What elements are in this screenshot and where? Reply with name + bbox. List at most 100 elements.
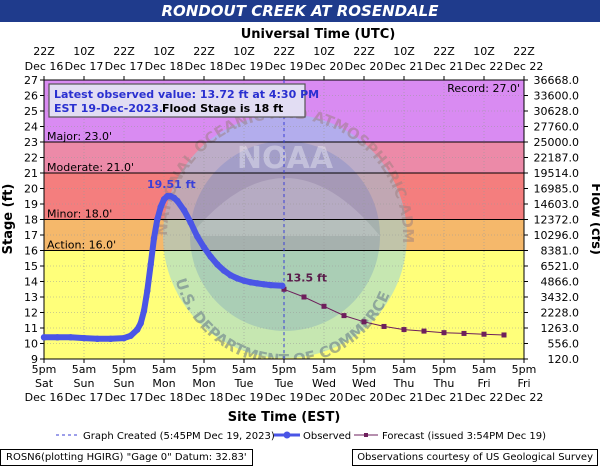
flow-tick-label: 4866.0 [541, 276, 580, 289]
site-time-tick-day: Mon [152, 377, 175, 390]
flow-tick-label: 14603.0 [534, 198, 580, 211]
utc-tick-label: 22Z [513, 45, 535, 58]
observed-point [214, 261, 221, 268]
forecast-point [301, 294, 307, 300]
observed-point [67, 334, 74, 341]
site-time-tick-label: 5pm [32, 363, 57, 376]
site-time-tick-day: Thu [433, 377, 455, 390]
forecast-point [321, 303, 327, 309]
category-label-major: Major: 23.0' [47, 130, 112, 143]
flow-tick-label: 22187.0 [534, 152, 580, 165]
flow-tick-label: 30628.0 [534, 105, 580, 118]
category-label-action: Action: 16.0' [47, 239, 116, 252]
site-time-tick-date: Dec 16 [25, 391, 64, 404]
forecast-point [281, 286, 287, 292]
observed-point [107, 335, 114, 343]
footer: ROSN6(plotting HGIRG) "Gage 0" Datum: 32… [0, 445, 600, 466]
site-time-tick-date: Dec 17 [105, 391, 144, 404]
site-time-tick-date: Dec 19 [265, 391, 304, 404]
flow-tick-label: 1263.0 [541, 322, 580, 335]
stage-tick-label: 10 [24, 338, 38, 351]
stage-tick-label: 17 [24, 229, 38, 242]
chart-title: RONDOUT CREEK AT ROSENDALE [0, 0, 600, 22]
utc-tick-label: 10Z [153, 45, 175, 58]
footer-credit: Observations courtesy of US Geological S… [352, 449, 598, 466]
latest-observed-box: Latest observed value: 13.72 ft at 4:30 … [48, 83, 319, 118]
forecast-point [501, 332, 507, 338]
flow-tick-label: 120.0 [548, 353, 580, 366]
flow-tick-label: 8381.0 [541, 245, 580, 258]
utc-tick-label: 22Z [353, 45, 375, 58]
site-time-tick-label: 5am [312, 363, 336, 376]
forecast-start-label: 13.5 ft [286, 271, 327, 284]
observed-point [227, 272, 234, 279]
observed-point [279, 282, 286, 290]
utc-tick-date: Dec 19 [225, 60, 264, 73]
flow-tick-label: 556.0 [548, 338, 580, 351]
observed-point [54, 334, 61, 341]
utc-tick-date: Dec 19 [265, 60, 304, 73]
utc-tick-label: 10Z [393, 45, 415, 58]
observed-point [194, 233, 201, 240]
observed-point [254, 280, 261, 287]
flow-tick-label: 36668.0 [534, 74, 580, 87]
observed-point [140, 307, 148, 315]
category-labels: Record: 27.0' Major: 23.0' Moderate: 21.0'… [47, 82, 520, 252]
observed-point [134, 326, 141, 333]
stage-tick-label: 14 [24, 276, 38, 289]
observed-point [200, 244, 208, 251]
top-axis-title: Universal Time (UTC) [241, 27, 396, 42]
stage-tick-label: 11 [24, 322, 38, 335]
stage-tick-label: 25 [24, 105, 38, 118]
observed-point [154, 216, 161, 223]
observed-point [234, 275, 241, 282]
observed-point [247, 279, 254, 286]
y2-axis-title: Flow (cfs) [588, 183, 600, 255]
utc-tick-date: Dec 21 [425, 60, 464, 73]
crest-label: 19.51 ft [147, 178, 196, 191]
stage-tick-label: 27 [24, 74, 38, 87]
flow-tick-label: 33600.0 [534, 90, 580, 103]
observed-point [150, 234, 158, 242]
flow-axis-ticks: 120.0 556.0 1263.0 2228.0 3432.0 4866.0 6521.0… [524, 74, 579, 366]
site-time-tick-day: Fri [517, 377, 530, 390]
forecast-point [421, 328, 427, 334]
forecast-point [381, 323, 387, 329]
stage-tick-label: 16 [24, 245, 38, 258]
site-time-tick-date: Dec 22 [505, 391, 544, 404]
observed-point [147, 261, 154, 268]
utc-tick-label: 22Z [33, 45, 55, 58]
forecast-point [401, 327, 407, 333]
site-time-tick-date: Dec 22 [465, 391, 504, 404]
flow-tick-label: 3432.0 [541, 291, 580, 304]
utc-tick-date: Dec 22 [505, 60, 544, 73]
site-time-tick-day: Fri [477, 377, 490, 390]
utc-tick-date: Dec 22 [465, 60, 504, 73]
y-axis-title: Stage (ft) [1, 184, 16, 255]
site-time-tick-day: Sun [114, 377, 135, 390]
legend-observed-marker [283, 431, 291, 439]
stage-tick-label: 9 [31, 353, 38, 366]
legend-observed-label: Observed [303, 431, 351, 442]
utc-tick-date: Dec 16 [25, 60, 64, 73]
site-time-tick-date: Dec 20 [305, 391, 344, 404]
observed-point [260, 281, 268, 288]
latest-box-line1: Latest observed value: 13.72 ft at 4:30 … [54, 88, 319, 101]
observed-series [40, 192, 286, 343]
site-time-tick-day: Tue [234, 377, 254, 390]
observed-point [240, 277, 248, 284]
observed-point [267, 281, 274, 289]
legend-created-label: Graph Created (5:45PM Dec 19, 2023) [83, 431, 275, 442]
site-time-tick-label: 5pm [512, 363, 537, 376]
utc-tick-label: 22Z [193, 45, 215, 58]
observed-point [187, 219, 194, 226]
seal-initials: NOAA [237, 141, 334, 176]
seal-bird-shape [190, 178, 380, 236]
legend-forecast-label: Forecast (issued 3:54PM Dec 19) [382, 431, 546, 442]
legend: Graph Created (5:45PM Dec 19, 2023) Obse… [56, 431, 546, 442]
stage-tick-label: 13 [24, 291, 38, 304]
site-time-tick-label: 5am [392, 363, 416, 376]
utc-tick-date: Dec 21 [385, 60, 424, 73]
utc-tick-label: 22Z [433, 45, 455, 58]
stage-tick-label: 12 [24, 307, 38, 320]
